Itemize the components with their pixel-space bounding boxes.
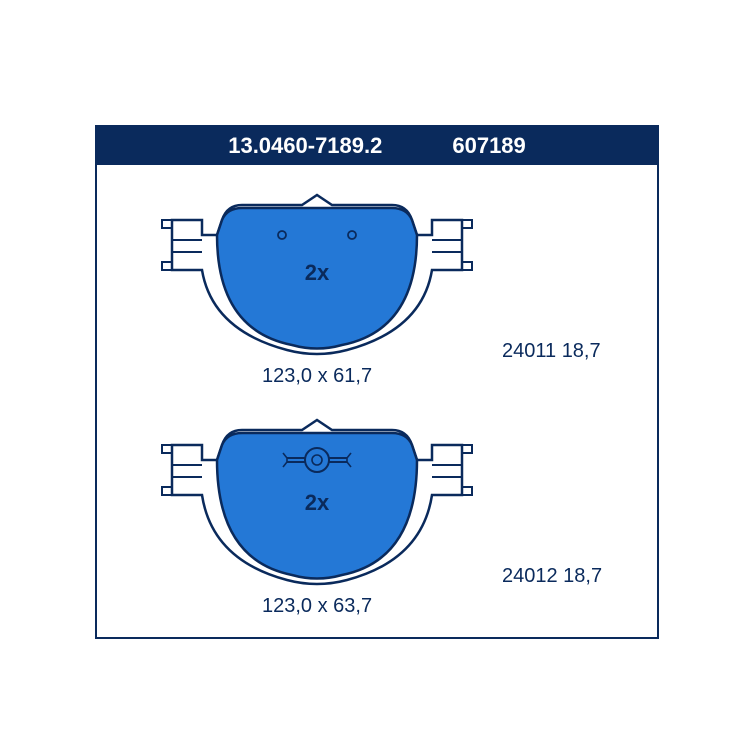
part-number: 13.0460-7189.2 (228, 133, 382, 159)
diagram-frame: 13.0460-7189.2 607189 2x 123,0 x 61, (95, 125, 659, 639)
pad-top-dimensions: 123,0 x 61,7 (262, 365, 372, 388)
quantity-label: 2x (305, 260, 330, 285)
short-code: 607189 (452, 133, 525, 159)
header-bar: 13.0460-7189.2 607189 (97, 127, 657, 165)
pad-bottom-dimensions: 123,0 x 63,7 (262, 595, 372, 618)
pad-bottom-side-code: 24012 18,7 (502, 565, 602, 588)
brake-pad-bottom: 2x (157, 405, 477, 600)
quantity-label: 2x (305, 490, 330, 515)
pad-top-side-code: 24011 18,7 (502, 340, 601, 363)
brake-pad-top: 2x (157, 180, 477, 370)
pad-area: 2x 123,0 x 61,7 24011 18,7 (97, 165, 657, 637)
